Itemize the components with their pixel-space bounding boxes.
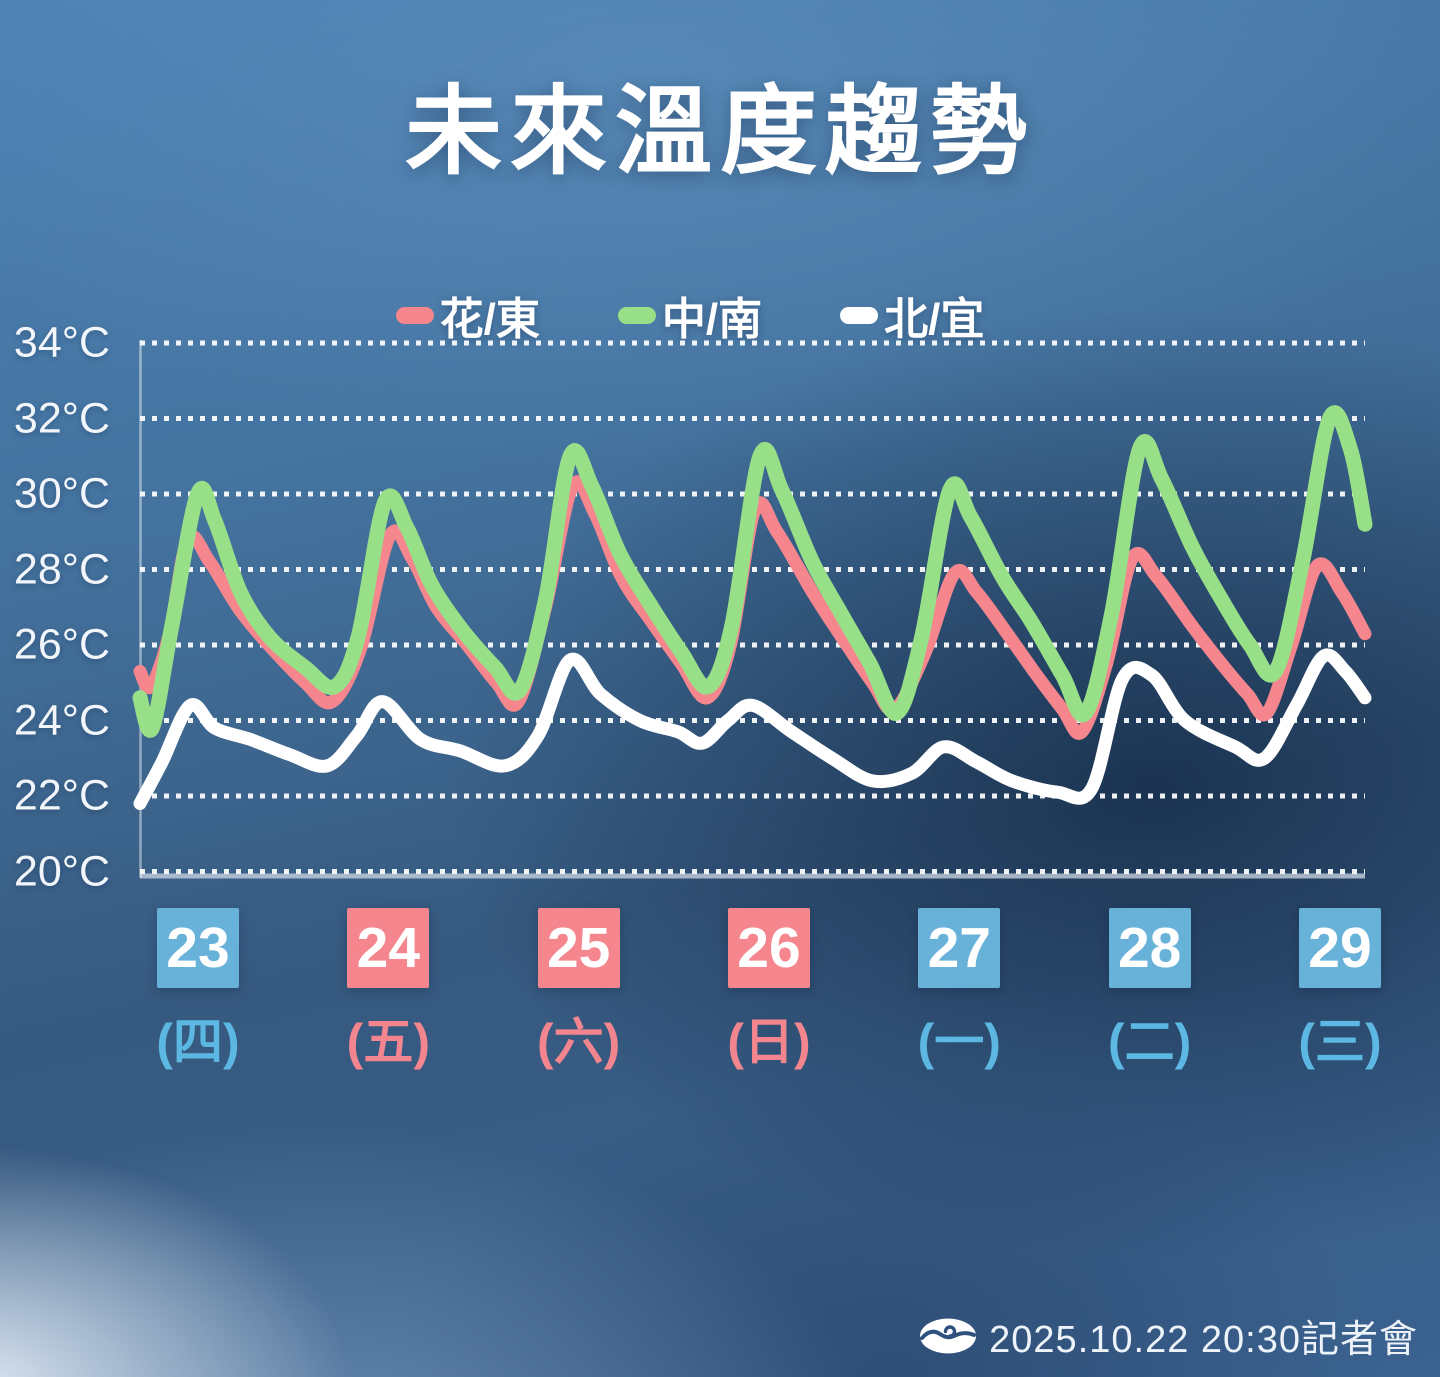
legend-label: 中/南: [661, 295, 763, 344]
legend-swatch-bei-yi: [840, 306, 879, 324]
day-weekday: (二): [1107, 1014, 1192, 1070]
day-number: 24: [356, 915, 421, 980]
y-axis-label: 32°C: [13, 394, 110, 442]
day-box: 27: [918, 908, 1001, 988]
legend-swatch-hua-dong: [395, 306, 434, 324]
legend-label: 北/宜: [884, 295, 985, 344]
day-item-27: 27 (一): [879, 908, 1039, 1074]
y-axis-label: 30°C: [13, 469, 110, 518]
day-number: 25: [546, 915, 611, 980]
day-weekday: (六): [537, 1014, 621, 1070]
legend-item-hua-dong: 花/東: [395, 283, 540, 347]
day-item-25: 25 (六): [499, 908, 659, 1074]
day-number: 28: [1117, 915, 1182, 980]
footer: 2025.10.22 20:30記者會: [919, 1308, 1418, 1363]
day-number: 26: [737, 915, 801, 980]
day-weekday: (日): [727, 1014, 811, 1070]
legend-label: 花/東: [439, 295, 540, 344]
day-weekday: (三): [1298, 1014, 1382, 1070]
y-axis-label: 20°C: [13, 847, 110, 895]
series-line-bei-yi: [133, 648, 1372, 810]
day-box: 25: [537, 908, 620, 988]
day-weekday: (五): [346, 1014, 430, 1070]
day-item-28: 28 (二): [1070, 908, 1230, 1074]
day-number: 27: [927, 915, 992, 980]
press-conference-timestamp: 2025.10.22 20:30記者會: [989, 1319, 1418, 1361]
legend-item-zhong-nan: 中/南: [617, 283, 763, 347]
day-item-24: 24 (五): [308, 908, 468, 1074]
y-axis-label: 26°C: [13, 620, 110, 669]
page-title: 未來溫度趨勢: [405, 77, 1035, 186]
series-line-zhong-nan: [132, 405, 1373, 738]
day-box: 28: [1108, 908, 1191, 988]
y-axis-label: 24°C: [13, 696, 110, 744]
day-item-29: 29 (三): [1260, 908, 1420, 1074]
day-box: 24: [347, 908, 430, 988]
day-weekday: (四): [156, 1014, 240, 1070]
cwa-logo: [920, 1318, 977, 1353]
y-axis-label: 34°C: [13, 318, 110, 367]
y-axis-label: 22°C: [13, 771, 110, 820]
legend-item-bei-yi: 北/宜: [840, 283, 984, 347]
day-box: 29: [1298, 908, 1381, 988]
chart-legend: 花/東 中/南 北/宜: [140, 283, 1240, 347]
day-weekday: (一): [917, 1014, 1001, 1070]
day-number: 29: [1308, 915, 1372, 980]
day-box: 23: [157, 908, 239, 988]
legend-swatch-zhong-nan: [617, 306, 656, 324]
day-item-26: 26 (日): [689, 908, 849, 1074]
day-box: 26: [727, 908, 810, 988]
day-number: 23: [166, 915, 230, 980]
day-item-23: 23 (四): [118, 908, 278, 1074]
y-axis-label: 28°C: [13, 545, 110, 593]
